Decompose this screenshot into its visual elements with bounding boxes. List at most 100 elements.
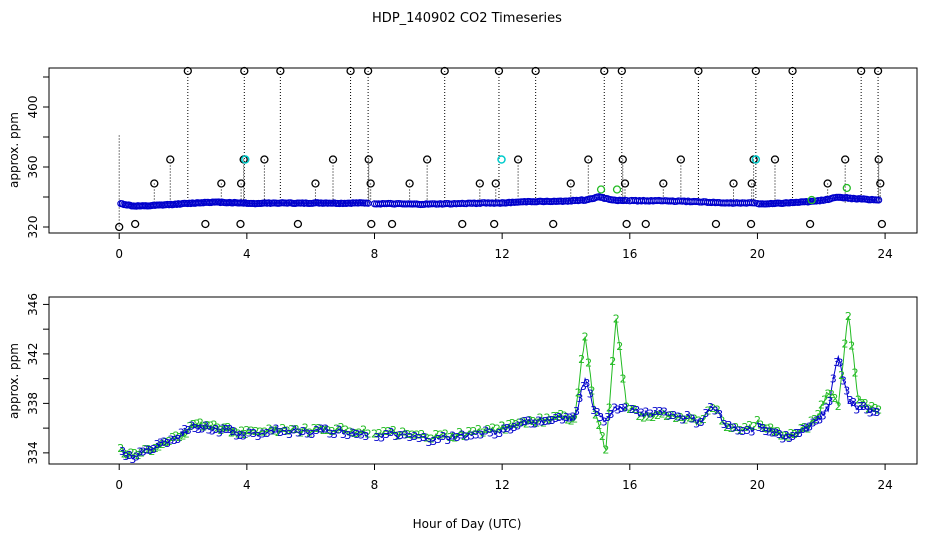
bottom-series-3-point-50: 3 — [308, 428, 315, 441]
bottom-series-2-point-3: 2 — [128, 447, 135, 460]
bottom-series-3-point-134: 3 — [665, 410, 672, 423]
bottom-series-3-line-5 — [756, 354, 879, 440]
bottom-series-3-point-19: 3 — [185, 424, 192, 437]
bottom-series-3-point-114: 3 — [583, 377, 590, 390]
bottom-series-2-point-35: 2 — [238, 425, 245, 438]
bottom-series-3-point-178: 3 — [840, 374, 847, 387]
bottom-series-3-point-23: 3 — [199, 423, 206, 436]
bottom-series-3-point-31: 3 — [226, 423, 233, 436]
bottom-series-2-point-23: 2 — [197, 417, 204, 430]
bottom-series-2-point-99: 2 — [519, 415, 526, 428]
bottom-series-3-point-164: 3 — [793, 427, 800, 440]
top-outlier-point-25 — [458, 219, 467, 229]
bottom-series-2-point-96: 2 — [509, 417, 516, 430]
bottom-series-3-point-171: 3 — [816, 413, 823, 426]
top-panel: approx. ppm 0 4 8 12 16 20 24 320 360 400 — [7, 66, 918, 261]
bottom-series-2-point-190: 2 — [862, 397, 869, 410]
bottom-series-3-point-77: 3 — [440, 430, 447, 443]
top-outlier-point-10 — [240, 66, 249, 76]
bottom-series-3-point-68: 3 — [397, 429, 404, 442]
bottom-series-2-point-71: 2 — [399, 426, 406, 439]
bottom-series-2-point-20: 2 — [186, 420, 193, 433]
bottom-series-2-point-85: 2 — [466, 425, 473, 438]
bottom-series-2-point-56: 2 — [329, 425, 336, 438]
bottom-series-2-point-131: 2 — [631, 403, 638, 416]
bottom-series-2-point-109: 2 — [554, 410, 561, 423]
bottom-series-2-point-174: 2 — [808, 415, 815, 428]
bottom-series-3-point-146: 3 — [721, 418, 728, 431]
bottom-series-2-point-25: 2 — [204, 419, 211, 432]
bottom-series-3-point-188: 3 — [874, 406, 881, 419]
bottom-series-2-point-14: 2 — [166, 435, 173, 448]
bottom-series-3-point-100: 3 — [535, 415, 542, 428]
bottom-series-2-point-97: 2 — [512, 418, 519, 431]
x-axis-label: Hour of Day (UTC) — [413, 517, 522, 531]
bottom-series-2-point-106: 2 — [544, 412, 551, 425]
bottom-series-2-point-81: 2 — [447, 431, 454, 444]
bottom-series-3-point-106: 3 — [556, 411, 563, 424]
bottom-series-2-point-125: 2 — [609, 355, 616, 368]
bottom-series-3-point-120: 3 — [604, 411, 611, 424]
bottom-x-tick-label-0: 0 — [115, 478, 123, 492]
top-outlier-point-2 — [150, 179, 159, 188]
bottom-series-2-point-114: 2 — [571, 412, 578, 425]
bottom-series-2-point-181: 2 — [831, 392, 838, 405]
bottom-series-3-point-56: 3 — [335, 423, 342, 436]
top-outlier-point-17 — [363, 66, 373, 76]
top-plot-frame — [48, 67, 918, 234]
top-outlier-point-1 — [131, 219, 140, 229]
bottom-series-3-point-59: 3 — [349, 427, 356, 440]
bottom-series-3-point-142: 3 — [702, 407, 709, 420]
bottom-series-2-point-98: 2 — [516, 417, 523, 430]
top-outlier-point-22 — [405, 179, 414, 188]
bottom-series-2-point-42: 2 — [266, 422, 273, 435]
bottom-series-2-point-138: 2 — [663, 410, 670, 423]
bottom-series-3-point-75: 3 — [430, 435, 437, 448]
bottom-series-2-point-86: 2 — [470, 425, 477, 438]
bottom-series-2-point-8: 2 — [145, 443, 152, 456]
bottom-series-2-point-36: 2 — [242, 428, 249, 441]
bottom-series-3-point-101: 3 — [538, 415, 545, 428]
bottom-y-tick-label-3: 346 — [26, 293, 40, 316]
bottom-series-3-line-1 — [246, 427, 369, 437]
bottom-series-2-point-53: 2 — [315, 422, 322, 435]
bottom-series-2-point-0: 2 — [117, 442, 124, 455]
bottom-series-2-point-128: 2 — [620, 372, 627, 385]
bottom-series-3-point-97: 3 — [525, 415, 532, 428]
bottom-series-3-point-95: 3 — [518, 416, 525, 429]
bottom-series-2-point-2: 2 — [124, 448, 131, 461]
top-outlier-point-55 — [857, 66, 866, 76]
bottom-series-3-point-160: 3 — [779, 432, 786, 445]
bottom-series-2-point-31: 2 — [224, 421, 231, 434]
bottom-series-2-point-159: 2 — [757, 418, 764, 431]
bottom-series-3-point-154: 3 — [759, 422, 766, 435]
bottom-series-2-point-57: 2 — [333, 423, 340, 436]
bottom-series-3-point-136: 3 — [675, 411, 682, 424]
top-green-point-0 — [596, 185, 606, 194]
bottom-series-2-point-163: 2 — [771, 426, 778, 439]
bottom-series-2-point-115: 2 — [575, 387, 582, 400]
bottom-series-2-point-13: 2 — [162, 436, 169, 449]
bottom-series-2-line-5 — [756, 316, 879, 438]
top-outlier-point-24 — [440, 66, 449, 76]
bottom-plot-frame — [48, 296, 918, 465]
bottom-x-axis: 0 4 8 12 16 20 24 — [115, 464, 893, 492]
bottom-series-3-point-45: 3 — [286, 428, 293, 441]
top-outlier-point-56 — [873, 66, 883, 76]
bottom-series-2-point-136: 2 — [654, 409, 661, 422]
bottom-series-2-point-123: 2 — [602, 444, 609, 457]
bottom-series-2-point-129: 2 — [623, 401, 630, 414]
bottom-series-2-point-39: 2 — [252, 425, 259, 438]
bottom-series-3-point-148: 3 — [730, 422, 737, 435]
top-outlier-point-3 — [166, 155, 175, 164]
bottom-series-3-point-107: 3 — [559, 414, 566, 427]
bottom-series-2-point-51: 2 — [306, 427, 313, 440]
bottom-series-3-point-89: 3 — [496, 427, 503, 440]
bottom-series-3-point-181: 3 — [850, 396, 857, 409]
bottom-series-2-point-161: 2 — [764, 422, 771, 435]
top-outlier-point-50 — [770, 155, 780, 164]
top-outlier-point-26 — [475, 179, 484, 188]
bottom-series-2-point-11: 2 — [155, 441, 162, 454]
